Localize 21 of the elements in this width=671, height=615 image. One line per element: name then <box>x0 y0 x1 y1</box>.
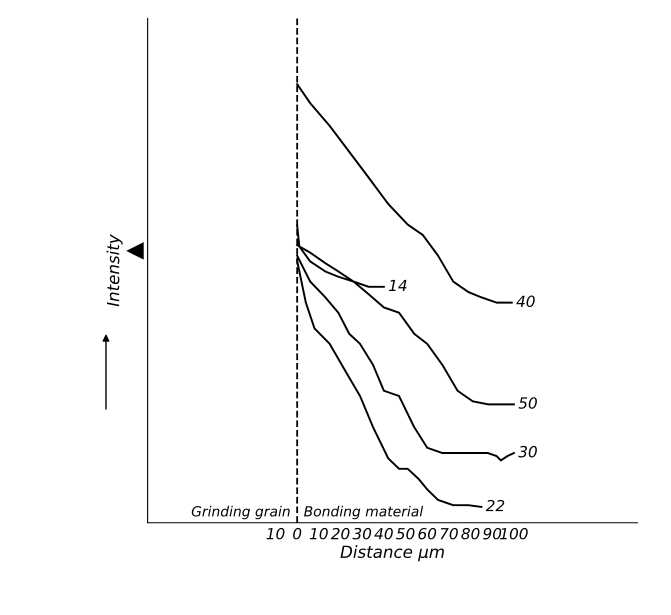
x-axis-title: Distance µm <box>340 545 444 562</box>
x-tick-label: 20 <box>330 528 350 540</box>
y-axis-title: Intensity <box>106 234 123 306</box>
annotation: Bonding material <box>304 506 424 520</box>
annotation: Grinding grain <box>192 506 290 520</box>
series-label: 40 <box>516 295 535 308</box>
series-label: 14 <box>388 280 407 292</box>
series-label: 50 <box>518 397 537 409</box>
x-tick-label: 50 <box>396 528 414 540</box>
x-tick-label: 60 <box>418 528 436 540</box>
x-tick-label: 40 <box>374 528 393 540</box>
series-label: 30 <box>518 446 537 458</box>
x-tick-label: 100 <box>500 528 528 540</box>
x-tick-label: 90 <box>483 528 502 540</box>
x-tick-label: 70 <box>440 528 458 540</box>
x-tick-label: 80 <box>461 528 480 540</box>
x-tick-label: 0 <box>293 528 302 540</box>
x-tick-label: 10 <box>310 528 328 540</box>
series-label: 22 <box>486 500 504 512</box>
x-tick-label: 30 <box>352 528 372 540</box>
x-tick-label: 10 <box>266 528 284 540</box>
